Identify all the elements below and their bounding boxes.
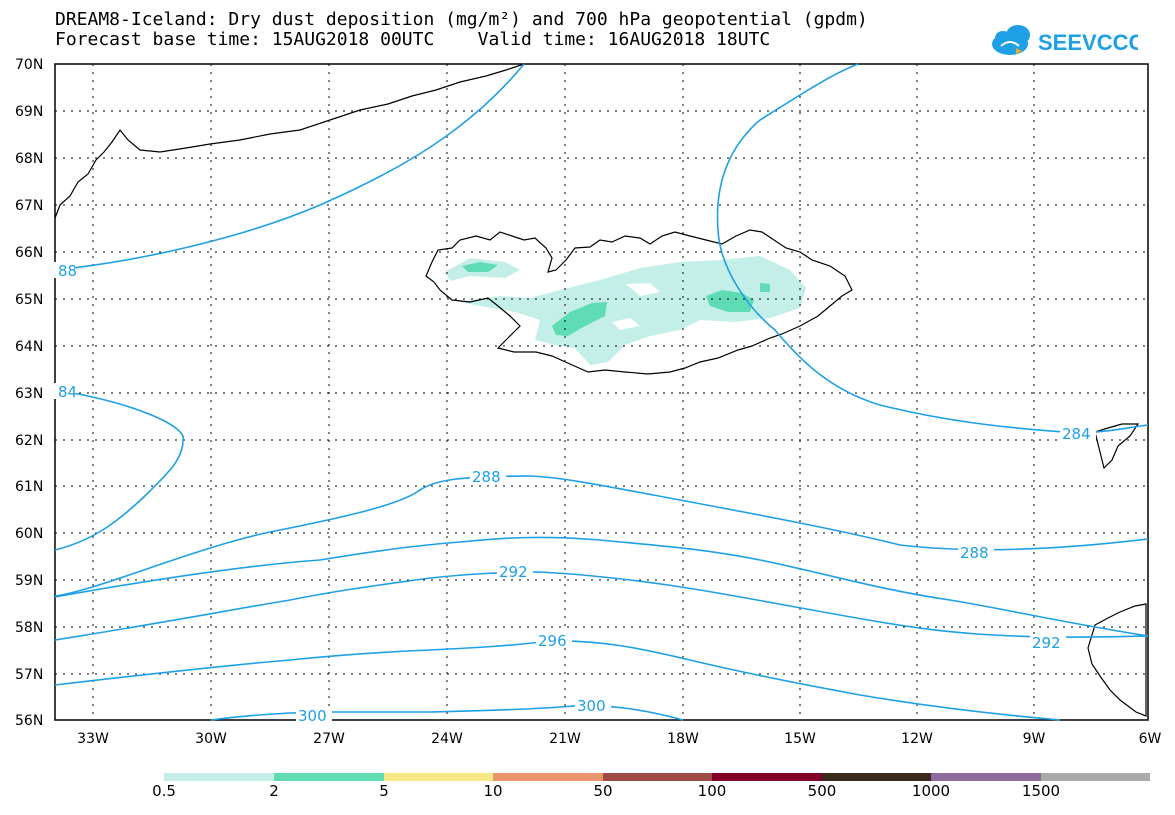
contour-labels: 88 84 284 288 288 292 292 296 300 300 — [50, 262, 1096, 725]
scotland-coast — [1087, 603, 1147, 717]
contour-label: 288 — [472, 468, 501, 486]
contour-288-north — [54, 63, 525, 271]
lat-label: 67N — [15, 198, 43, 214]
coastlines — [54, 63, 1147, 717]
faroe-coast — [1094, 423, 1140, 470]
colorbar-label: 1500 — [1021, 782, 1061, 800]
colorbar-segment — [931, 773, 1041, 781]
lon-label: 9W — [1023, 731, 1046, 747]
lat-label: 66N — [15, 245, 43, 261]
colorbar-label: 5 — [379, 782, 389, 800]
lon-label: 24W — [431, 731, 463, 747]
lon-label: 15W — [784, 731, 816, 747]
latitude-labels: 70N 69N 68N 67N 66N 65N 64N 63N 62N 61N … — [15, 57, 43, 729]
contour-288-south — [54, 475, 1149, 597]
colorbar-segment — [384, 773, 493, 781]
contour-284-west — [54, 389, 184, 551]
geopotential-contours — [54, 63, 1149, 721]
colorbar-label: 2 — [269, 782, 279, 800]
contour-label: 292 — [499, 563, 528, 581]
colorbar-label: 1000 — [911, 782, 951, 800]
colorbar-segment — [712, 773, 822, 781]
colorbar-label: 0.5 — [152, 782, 176, 800]
contour-292-line — [54, 571, 1149, 641]
contour-label: 284 — [1062, 425, 1091, 443]
colorbar-segment — [493, 773, 603, 781]
lon-label: 30W — [195, 731, 227, 747]
lat-label: 59N — [15, 573, 43, 589]
contour-296 — [54, 640, 1061, 721]
map-frame — [54, 63, 1149, 721]
contour-label: 84 — [58, 383, 77, 401]
map-title: DREAM8-Iceland: Dry dust deposition (mg/… — [55, 9, 868, 30]
lat-label: 58N — [15, 620, 43, 636]
lat-label: 56N — [15, 713, 43, 729]
colorbar-segment — [1041, 773, 1150, 781]
cloud-icon — [992, 25, 1030, 55]
colorbar-segment — [164, 773, 274, 781]
lon-label: 18W — [667, 731, 699, 747]
lon-label: 33W — [77, 731, 109, 747]
lat-label: 60N — [15, 526, 43, 542]
graticule — [55, 64, 1148, 720]
lat-label: 65N — [15, 292, 43, 308]
lat-label: 61N — [15, 479, 43, 495]
lon-label: 27W — [313, 731, 345, 747]
lat-label: 62N — [15, 433, 43, 449]
contour-label: 88 — [58, 262, 77, 280]
colorbar-segment — [274, 773, 384, 781]
contour-284-east — [716, 63, 1149, 434]
logo-text: SEEVCCC — [1038, 30, 1138, 55]
lat-label: 68N — [15, 151, 43, 167]
lat-label: 70N — [15, 57, 43, 73]
colorbar-label: 10 — [483, 782, 503, 800]
iceland-coast — [425, 229, 853, 375]
contour-label: 300 — [298, 707, 327, 725]
lon-label: 12W — [901, 731, 933, 747]
colorbar-label: 100 — [697, 782, 727, 800]
contour-label: 296 — [538, 632, 567, 650]
dust-deposition-layer — [445, 256, 806, 365]
lat-label: 57N — [15, 667, 43, 683]
lat-label: 63N — [15, 386, 43, 402]
map-subtitle: Forecast base time: 15AUG2018 00UTC Vali… — [55, 29, 771, 50]
lat-label: 64N — [15, 339, 43, 355]
longitude-labels: 33W 30W 27W 24W 21W 18W 15W 12W 9W 6W — [77, 731, 1161, 747]
contour-label: 288 — [960, 544, 989, 562]
seevccc-logo: SEEVCCC — [992, 25, 1138, 55]
colorbar-label: 500 — [807, 782, 837, 800]
contour-292 — [54, 536, 1149, 637]
colorbar-segment — [603, 773, 712, 781]
contour-label: 300 — [577, 697, 606, 715]
colorbar-label: 50 — [593, 782, 613, 800]
contour-label: 292 — [1032, 634, 1061, 652]
greenland-coast — [54, 63, 525, 219]
lat-label: 69N — [15, 104, 43, 120]
lon-label: 6W — [1139, 731, 1162, 747]
lon-label: 21W — [549, 731, 581, 747]
colorbar-segment — [822, 773, 931, 781]
